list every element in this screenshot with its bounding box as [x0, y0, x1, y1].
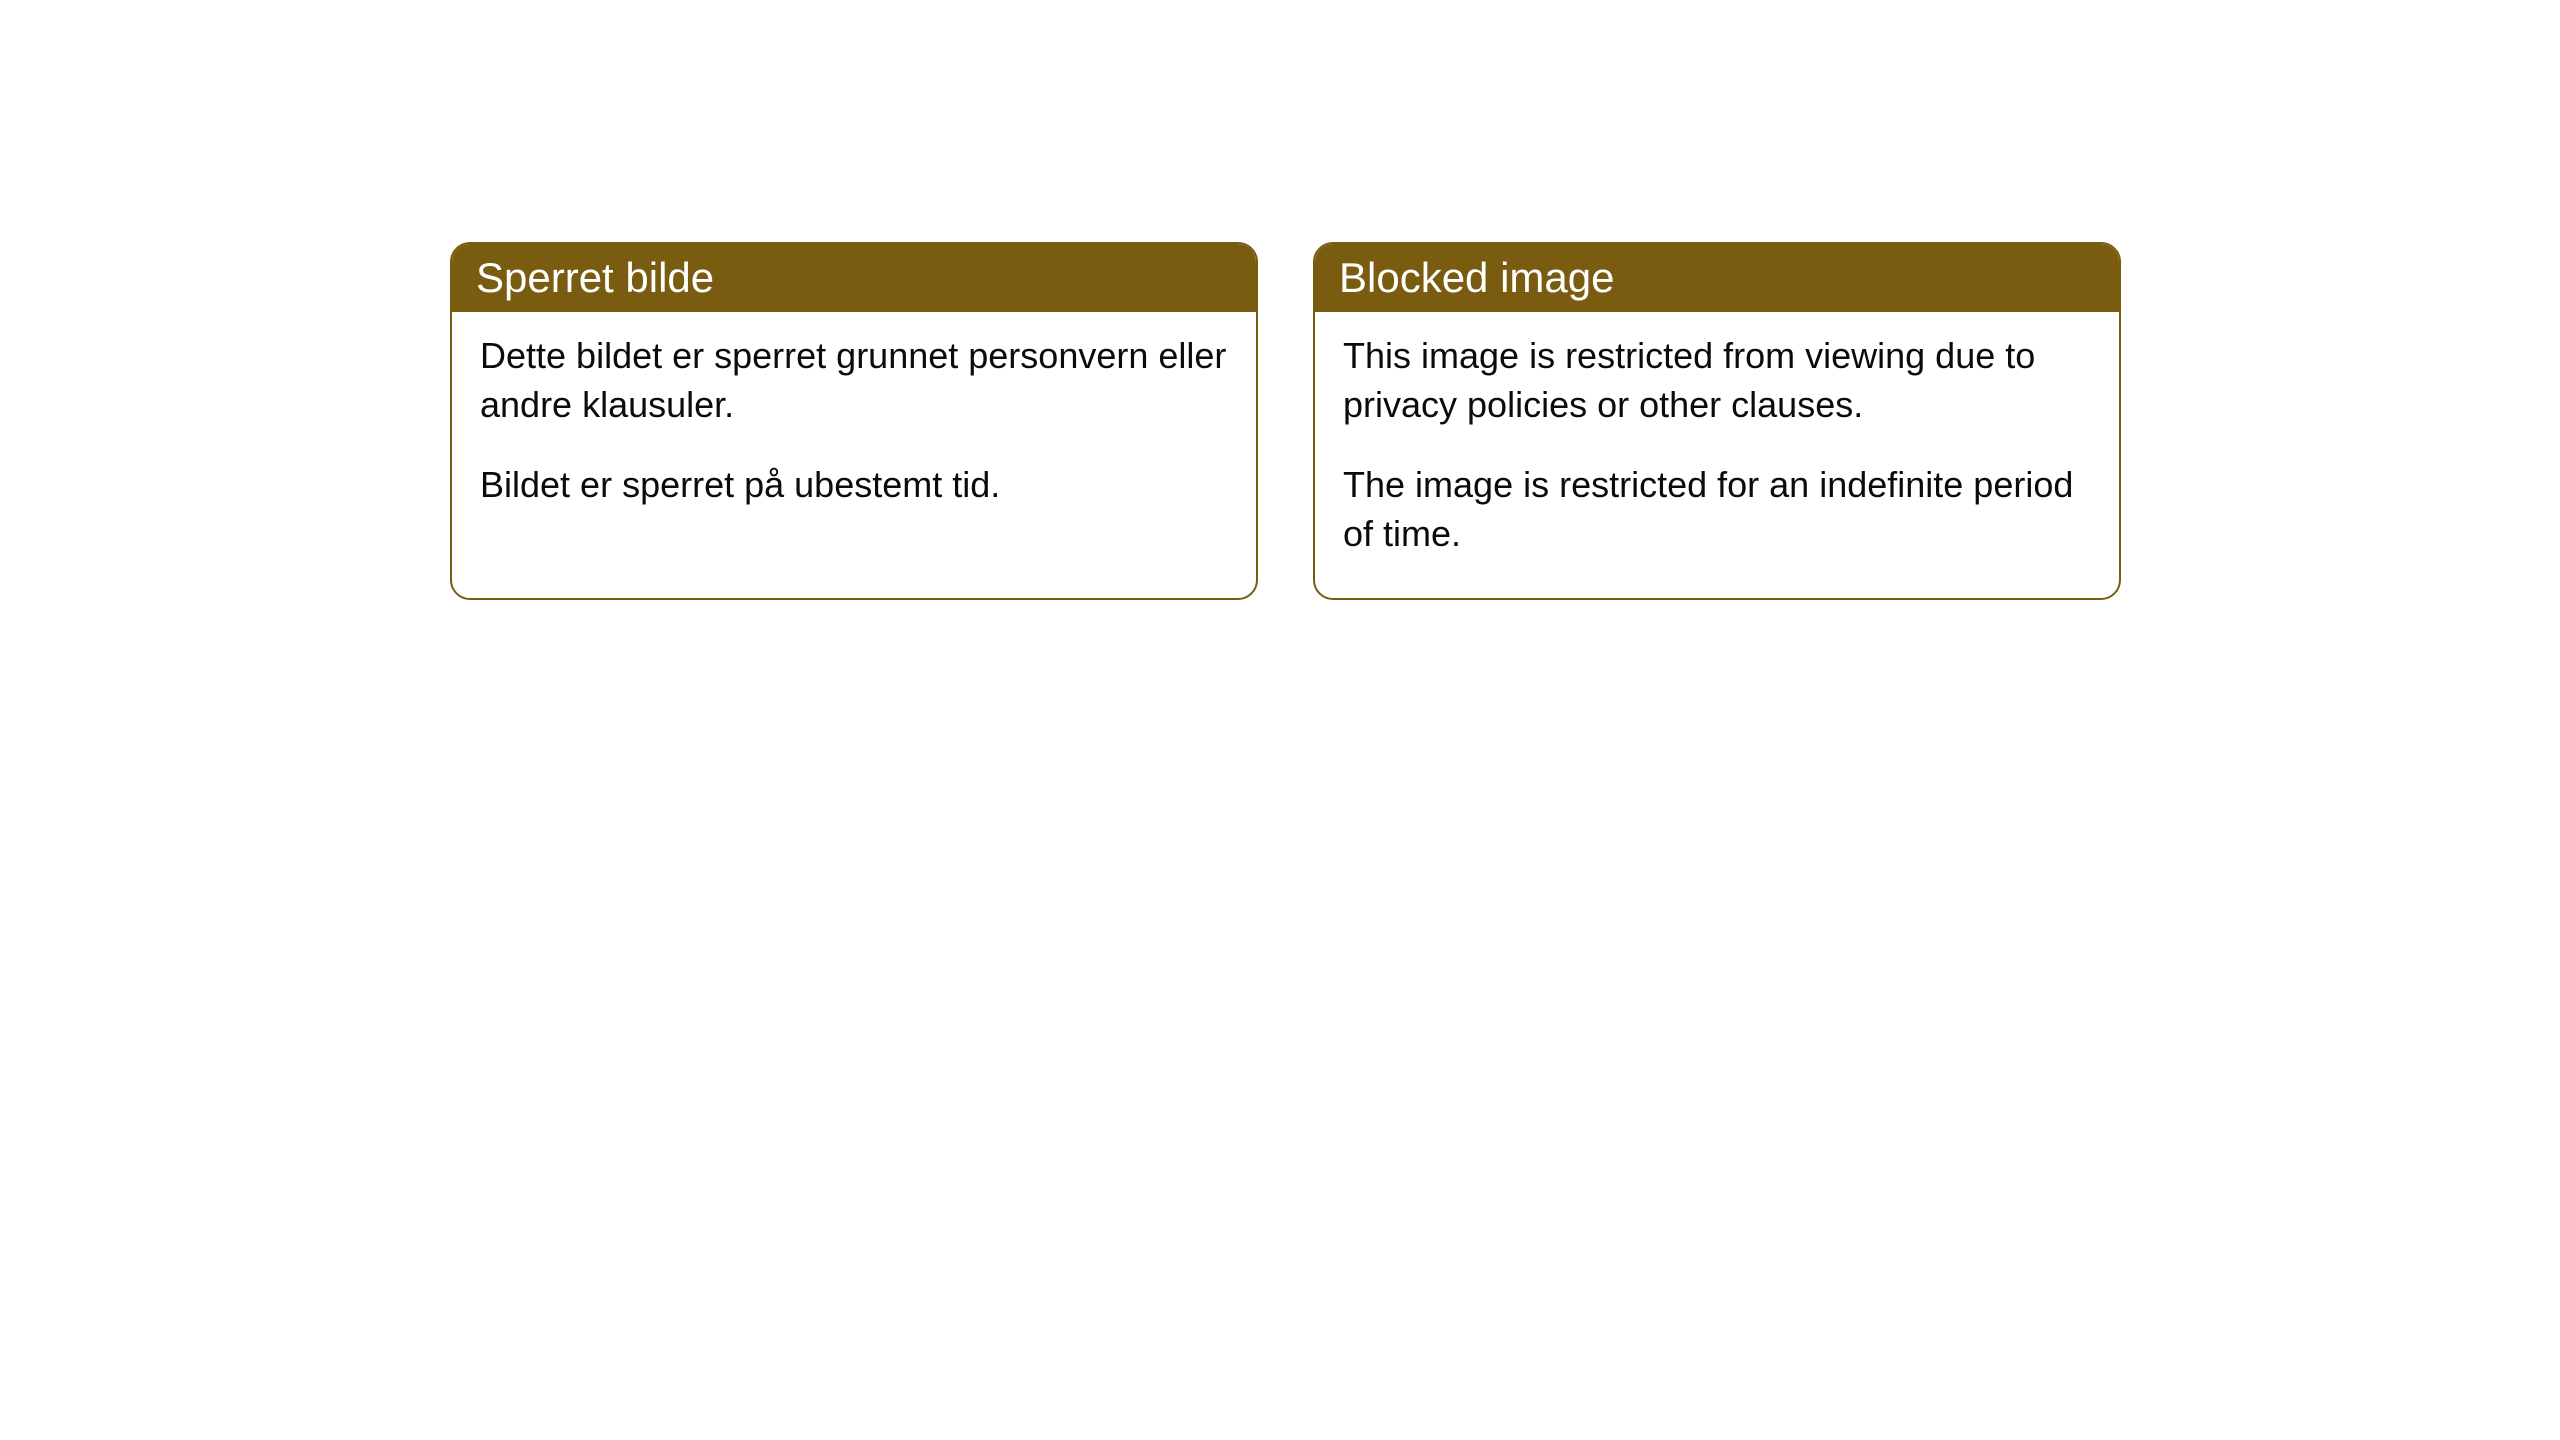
card-body-no: Dette bildet er sperret grunnet personve…	[452, 312, 1256, 550]
card-header-en: Blocked image	[1315, 244, 2119, 312]
card-header-no: Sperret bilde	[452, 244, 1256, 312]
card-paragraph: The image is restricted for an indefinit…	[1343, 461, 2091, 558]
cards-container: Sperret bilde Dette bildet er sperret gr…	[450, 242, 2121, 600]
card-paragraph: Dette bildet er sperret grunnet personve…	[480, 332, 1228, 429]
card-paragraph: This image is restricted from viewing du…	[1343, 332, 2091, 429]
blocked-image-card-no: Sperret bilde Dette bildet er sperret gr…	[450, 242, 1258, 600]
blocked-image-card-en: Blocked image This image is restricted f…	[1313, 242, 2121, 600]
card-paragraph: Bildet er sperret på ubestemt tid.	[480, 461, 1228, 510]
card-body-en: This image is restricted from viewing du…	[1315, 312, 2119, 598]
